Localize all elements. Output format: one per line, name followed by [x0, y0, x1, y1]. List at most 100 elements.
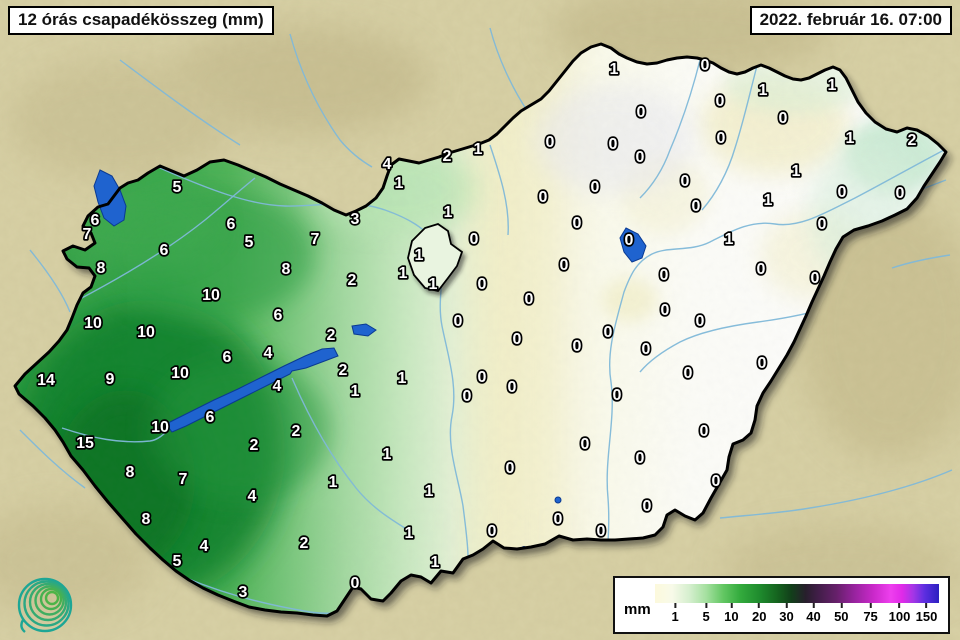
station-value: 10	[137, 324, 155, 341]
station-value: 0	[609, 136, 618, 153]
station-value: 1	[610, 61, 619, 78]
station-value: 0	[838, 184, 847, 201]
station-value: 6	[91, 212, 100, 229]
station-value: 0	[508, 379, 517, 396]
station-value: 6	[223, 349, 232, 366]
lake-balaton	[165, 347, 339, 433]
station-value: 0	[573, 215, 582, 232]
station-value: 0	[642, 341, 651, 358]
station-value: 1	[329, 474, 338, 491]
station-value: 0	[478, 369, 487, 386]
station-value: 0	[478, 276, 487, 293]
station-value: 1	[444, 204, 453, 221]
rivers-outside	[19, 27, 953, 519]
station-value: 0	[613, 387, 622, 404]
legend-tick: 30	[779, 603, 794, 624]
station-value: 1	[405, 525, 414, 542]
station-value: 0	[597, 523, 606, 540]
station-value: 0	[896, 185, 905, 202]
station-value: 0	[513, 331, 522, 348]
station-value: 0	[681, 173, 690, 190]
legend-tick: 20	[752, 603, 766, 624]
budapest-outline	[407, 223, 464, 293]
station-value: 5	[173, 553, 182, 570]
legend-tick: 150	[916, 603, 937, 624]
station-value: 7	[83, 226, 92, 243]
station-value: 1	[398, 370, 407, 387]
station-value: 0	[811, 270, 820, 287]
legend-gradient-bar	[655, 584, 939, 603]
station-value: 10	[84, 315, 102, 332]
station-value: 1	[792, 163, 801, 180]
rivers-inside	[61, 59, 946, 614]
legend-tick: 5	[702, 603, 710, 624]
station-value: 10	[202, 287, 220, 304]
station-value: 0	[637, 104, 646, 121]
station-value: 0	[684, 365, 693, 382]
station-value: 0	[660, 267, 669, 284]
station-value: 2	[908, 132, 917, 149]
station-value: 1	[383, 446, 392, 463]
station-value: 0	[643, 498, 652, 515]
legend-tick: 50	[834, 603, 849, 624]
station-value: 0	[661, 302, 670, 319]
station-value: 0	[488, 523, 497, 540]
station-value: 0	[506, 460, 515, 477]
legend-tick: 100	[889, 603, 910, 624]
station-value: 0	[625, 232, 634, 249]
station-value: 8	[126, 464, 135, 481]
station-value: 0	[758, 355, 767, 372]
station-value: 4	[200, 538, 209, 555]
station-value: 0	[717, 130, 726, 147]
station-value: 8	[142, 511, 151, 528]
legend: mm 1 5 10 20 30 40 50 75 100 150	[613, 576, 950, 634]
station-value: 0	[636, 149, 645, 166]
legend-unit-label: mm	[624, 601, 651, 618]
station-value: 0	[546, 134, 555, 151]
station-value: 7	[311, 231, 320, 248]
legend-tick: 10	[724, 603, 739, 624]
lake-tisza	[619, 227, 647, 263]
station-value: 0	[716, 93, 725, 110]
station-value: 4	[248, 488, 257, 505]
station-value: 0	[712, 473, 721, 490]
lake-velence	[351, 323, 377, 337]
station-value: 15	[76, 435, 94, 452]
hungary-border	[13, 42, 948, 618]
station-value: 1	[474, 141, 483, 158]
station-value: 0	[581, 436, 590, 453]
station-value: 4	[264, 345, 273, 362]
station-value: 0	[560, 257, 569, 274]
station-value: 8	[97, 260, 106, 277]
station-value: 1	[764, 192, 773, 209]
lakes	[165, 227, 647, 555]
station-value: 6	[160, 242, 169, 259]
station-value: 0	[700, 423, 709, 440]
station-value: 2	[250, 437, 259, 454]
station-value: 1	[828, 77, 837, 94]
station-value: 6	[274, 307, 283, 324]
legend-tick: 75	[863, 603, 878, 624]
station-value: 0	[696, 313, 705, 330]
station-value: 0	[757, 261, 766, 278]
station-value: 2	[348, 272, 357, 289]
station-value: 2	[327, 327, 336, 344]
station-value: 5	[173, 179, 182, 196]
station-value: 1	[431, 554, 440, 571]
station-value: 0	[454, 313, 463, 330]
station-value: 1	[351, 383, 360, 400]
small-lake	[554, 496, 562, 504]
station-value: 0	[554, 511, 563, 528]
lake-ferto	[93, 169, 127, 227]
map-datetime: 2022. február 16. 07:00	[749, 6, 952, 35]
station-value: 0	[692, 198, 701, 215]
legend-tick: 1	[672, 603, 679, 624]
station-value: 0	[779, 110, 788, 127]
station-value: 2	[292, 423, 301, 440]
station-value: 9	[106, 371, 115, 388]
station-value: 0	[701, 57, 710, 74]
station-value: 3	[351, 211, 360, 228]
station-value: 0	[463, 388, 472, 405]
